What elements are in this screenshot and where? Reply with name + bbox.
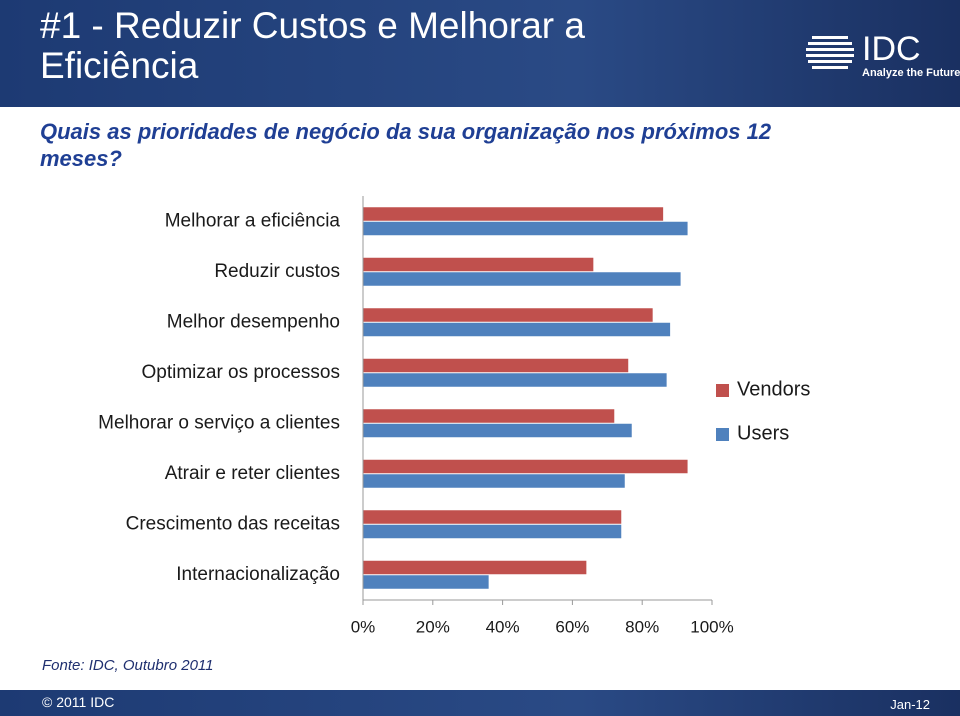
y-tick-label: Atrair e reter clientes (165, 463, 340, 484)
header-banner (0, 0, 960, 107)
slide-title: #1 - Reduzir Custos e Melhorar a Eficiên… (40, 5, 585, 86)
x-tick-label: 40% (486, 617, 520, 636)
bar (363, 373, 667, 387)
legend-swatch (716, 428, 729, 441)
x-tick-label: 60% (555, 617, 589, 636)
copyright: © 2011 IDC (42, 694, 115, 710)
bar (363, 207, 664, 221)
y-tick-label: Melhorar a eficiência (165, 210, 341, 231)
y-tick-label: Optimizar os processos (141, 362, 340, 383)
source: Fonte: IDC, Outubro 2011 (42, 657, 214, 674)
x-tick-label: 0% (351, 617, 376, 636)
legend-swatch (716, 384, 729, 397)
date: Jan-12 (890, 697, 930, 712)
bar (363, 575, 489, 589)
y-tick-label: Crescimento das receitas (126, 513, 340, 534)
bar (363, 459, 688, 474)
footer-banner (0, 690, 960, 716)
y-tick-label: Melhor desempenho (167, 311, 340, 332)
bar (363, 322, 671, 337)
x-tick-label: 20% (416, 617, 450, 636)
bar (363, 308, 653, 322)
bar (363, 560, 587, 575)
logo-mark (806, 36, 854, 69)
bar (363, 474, 625, 488)
bar (363, 358, 629, 373)
y-tick-label: Melhorar o serviço a clientes (98, 412, 340, 433)
y-tick-label: Internacionalização (176, 564, 340, 585)
bar (363, 257, 594, 272)
y-tick-label: Reduzir custos (214, 261, 340, 282)
bar (363, 510, 622, 524)
x-tick-label: 100% (690, 617, 733, 636)
question: Quais as prioridades de negócio da sua o… (40, 119, 772, 171)
logo-tagline: Analyze the Future (862, 67, 960, 79)
legend-label: Vendors (737, 378, 810, 400)
logo-name: IDC (862, 30, 921, 68)
bar (363, 409, 615, 423)
bar (363, 272, 681, 286)
bar (363, 221, 688, 236)
x-tick-label: 80% (625, 617, 659, 636)
bar (363, 423, 632, 438)
legend-label: Users (737, 422, 789, 444)
bar (363, 524, 622, 539)
